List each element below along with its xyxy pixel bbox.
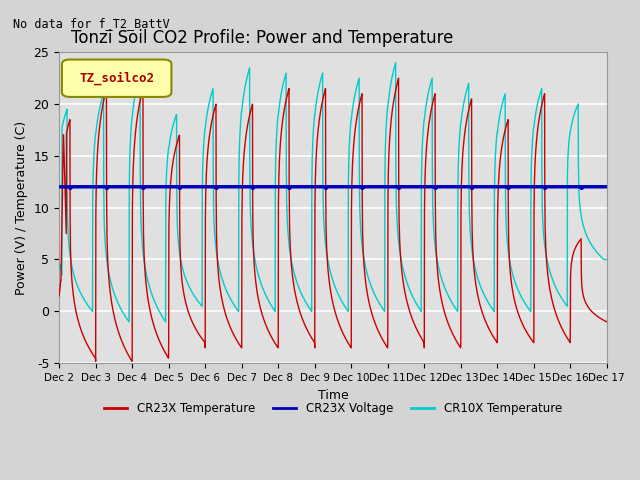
Text: Tonzi Soil CO2 Profile: Power and Temperature: Tonzi Soil CO2 Profile: Power and Temper…	[71, 29, 453, 48]
Y-axis label: Power (V) / Temperature (C): Power (V) / Temperature (C)	[15, 120, 28, 295]
FancyBboxPatch shape	[62, 60, 172, 97]
Legend: CR23X Temperature, CR23X Voltage, CR10X Temperature: CR23X Temperature, CR23X Voltage, CR10X …	[99, 397, 567, 420]
Text: TZ_soilco2: TZ_soilco2	[79, 72, 154, 85]
X-axis label: Time: Time	[317, 389, 348, 402]
Text: No data for f_T2_BattV: No data for f_T2_BattV	[13, 17, 170, 30]
